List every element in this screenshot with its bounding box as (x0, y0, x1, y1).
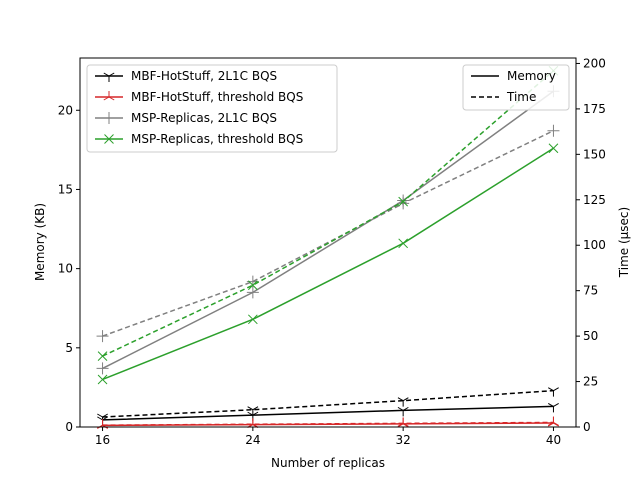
series-3-time-point (96, 330, 109, 343)
left-y-tick-label: 10 (58, 262, 73, 276)
series-3-time-line (102, 130, 554, 337)
legend-label: MBF-HotStuff, 2L1C BQS (131, 69, 277, 83)
legend-marker (104, 134, 114, 144)
series-1-time-point (397, 397, 409, 407)
legend-marker (103, 72, 115, 82)
x-axis-label: Number of replicas (271, 456, 385, 470)
plot-area (96, 65, 560, 429)
legend-label: MSP-Replicas, 2L1C BQS (131, 111, 277, 125)
series-1-memory-point (397, 406, 409, 417)
series-1-memory-line (102, 405, 554, 421)
series-legend-box (86, 64, 338, 153)
left-y-tick-label: 0 (65, 420, 73, 434)
left-y-tick-label: 20 (58, 103, 73, 117)
x-tick-label: 16 (95, 433, 110, 447)
series-3-memory-line (102, 90, 554, 370)
series-1-time-point (547, 387, 559, 397)
left-y-axis: 0 5 10 15 20 (58, 103, 80, 434)
series-2-memory-point (247, 418, 259, 429)
x-tick-label: 24 (245, 433, 260, 447)
x-axis: 16 24 32 40 (95, 427, 561, 447)
series-4-time-line (102, 70, 554, 357)
legend-marker (103, 91, 115, 101)
series-3-memory-point (397, 194, 410, 207)
right-y-tick-label: 25 (583, 375, 598, 389)
series-4-time-point (97, 351, 108, 361)
x-tick-label: 40 (546, 433, 561, 447)
right-y-tick-label: 75 (583, 284, 598, 298)
right-y-axis-label: Time (µsec) (617, 207, 631, 278)
series-3-memory-point (246, 286, 259, 299)
legend-marker (103, 112, 115, 124)
series-3-memory-point (96, 362, 109, 375)
right-y-tick-label: 50 (583, 329, 598, 343)
style-legend-label: Memory (507, 69, 556, 83)
legend-label: MSP-Replicas, threshold BQS (131, 132, 303, 146)
series-2-memory-point (547, 417, 559, 427)
right-y-tick-label: 100 (583, 238, 606, 252)
plot-frame (79, 57, 577, 428)
series-4-time-point (398, 196, 409, 207)
x-tick-label: 32 (396, 433, 411, 447)
series-4-memory-line (102, 147, 554, 381)
series-1-time-line (102, 389, 554, 418)
right-y-tick-label: 150 (583, 147, 606, 161)
left-y-tick-label: 15 (58, 182, 73, 196)
right-y-axis: 0 25 50 75 100 125 150 175 200 (576, 56, 606, 434)
right-y-tick-label: 125 (583, 193, 606, 207)
right-y-tick-label: 175 (583, 102, 606, 116)
series-2-memory-line (102, 422, 554, 427)
series-4-time-point (247, 280, 258, 291)
series-4-memory-point (97, 374, 108, 385)
series-4-memory-point (398, 238, 409, 249)
left-y-tick-label: 5 (65, 341, 73, 355)
series-2-memory-point (397, 417, 409, 428)
series-legend: MBF-HotStuff, 2L1C BQS MBF-HotStuff, thre… (86, 64, 338, 153)
style-legend: Memory Time (462, 64, 570, 111)
left-y-axis-label: Memory (KB) (33, 203, 47, 281)
style-legend-label: Time (506, 90, 536, 104)
series-4-memory-point (247, 314, 258, 325)
series-1-memory-point (547, 402, 559, 413)
right-y-tick-label: 200 (583, 56, 606, 70)
series-3-time-point (547, 124, 560, 137)
series-4-memory-point (548, 143, 559, 154)
legend-label: MBF-HotStuff, threshold BQS (131, 90, 303, 104)
right-y-tick-label: 0 (583, 420, 591, 434)
